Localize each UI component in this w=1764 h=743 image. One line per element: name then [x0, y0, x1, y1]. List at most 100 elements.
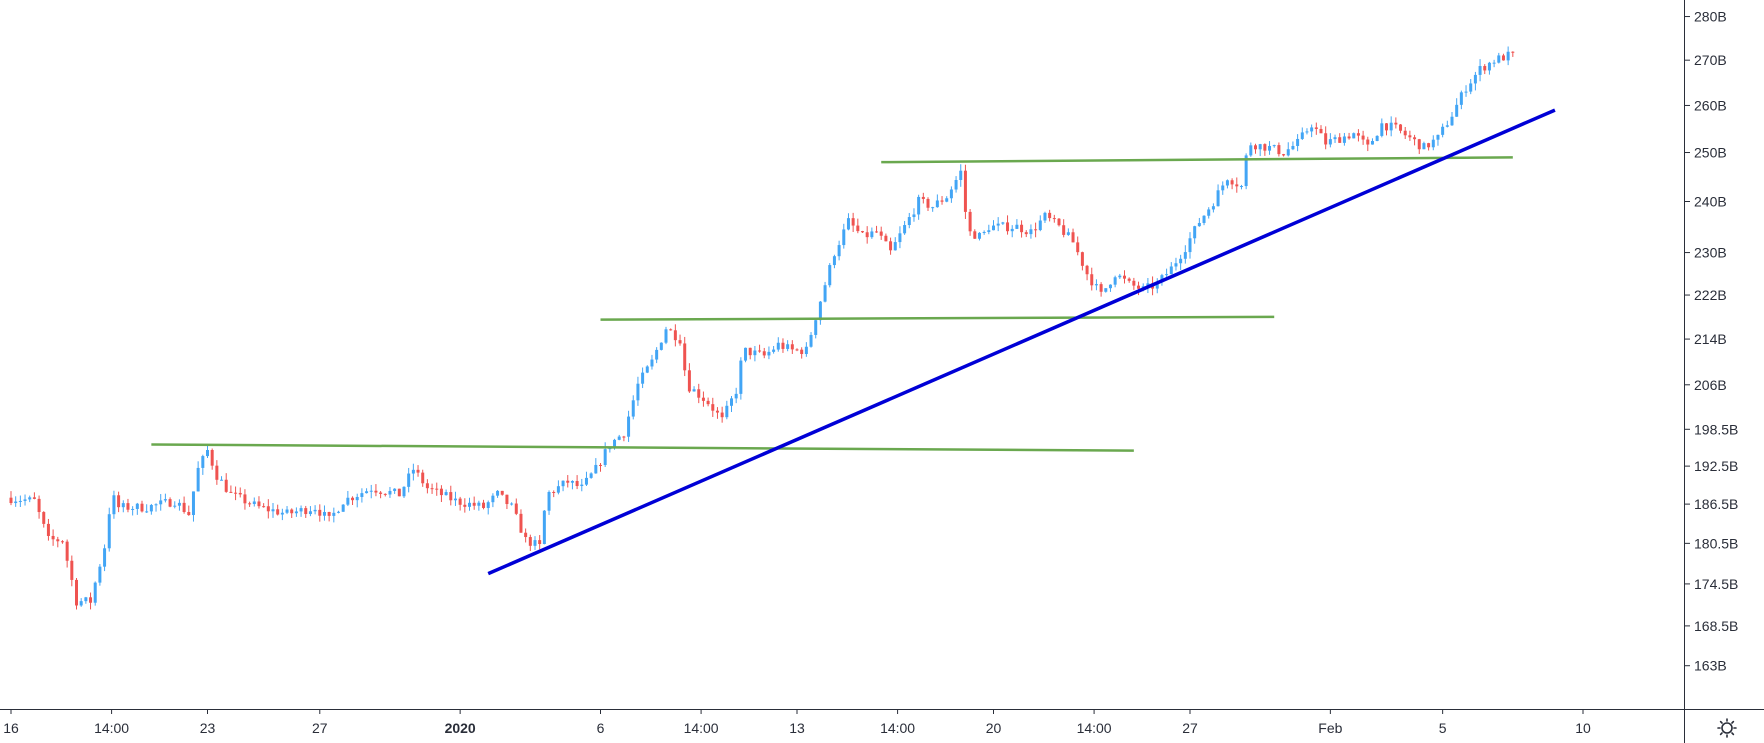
candle-body [168, 499, 172, 507]
candle-body [533, 540, 537, 546]
x-tick-label: 14:00 [880, 720, 915, 736]
candle-body [842, 229, 846, 246]
candle-body [599, 464, 602, 466]
candle-body [1380, 123, 1384, 136]
candle-body [1455, 104, 1459, 117]
y-tick-label: 168.5B [1694, 618, 1738, 634]
candle-body [201, 456, 205, 468]
candle-body [627, 416, 631, 437]
candle-body [767, 351, 771, 356]
x-tick-label: 16 [3, 720, 19, 736]
candle-body [56, 539, 60, 542]
candle-body [1048, 212, 1052, 219]
x-tick-label: 27 [1182, 720, 1198, 736]
candle-body [117, 495, 121, 508]
candle-body [1282, 154, 1286, 156]
candle-body [1207, 209, 1211, 216]
candle-body [271, 509, 275, 512]
candle-body [1436, 134, 1440, 140]
candle-body [701, 397, 705, 401]
candle-body [786, 344, 790, 349]
candle-body [963, 170, 967, 212]
candle-body [425, 483, 429, 489]
x-tick-label: 20 [986, 720, 1002, 736]
candle-body [131, 508, 135, 510]
candle-body [1235, 184, 1239, 187]
y-tick-label: 230B [1694, 245, 1727, 261]
candle-body [191, 491, 195, 516]
candle-body [1155, 282, 1159, 289]
candle-body [276, 509, 280, 515]
candle-body [1310, 127, 1314, 132]
x-tick-label: 2020 [445, 720, 476, 736]
candle-body [1225, 180, 1229, 186]
candle-body [921, 196, 925, 199]
candle-body [1066, 232, 1070, 235]
candle-body [1193, 226, 1197, 239]
candle-body [234, 492, 238, 494]
candle-body [224, 479, 228, 492]
candle-body [589, 473, 593, 478]
y-tick-label: 250B [1694, 145, 1727, 161]
candle-body [879, 231, 883, 236]
candle-body [1146, 283, 1150, 287]
horizontal-level-line[interactable] [151, 443, 1134, 452]
candle-body [959, 170, 963, 180]
candle-body [252, 501, 256, 505]
y-axis[interactable]: 280B 270B 260B 250B 240B 230B 222B 214B 206B 198.… [1684, 9, 1738, 674]
candle-body [46, 523, 50, 536]
candle-body [655, 349, 659, 360]
candle-body [1006, 222, 1010, 232]
candle-body [987, 230, 991, 232]
drawings-layer [151, 108, 1556, 576]
candle-body [449, 492, 453, 501]
candle-body [973, 231, 977, 239]
candle-body [411, 469, 415, 474]
candle-body [1080, 252, 1084, 266]
candle-body [1071, 232, 1075, 243]
candle-body [1501, 55, 1505, 61]
candle-body [1137, 285, 1141, 289]
candle-body [903, 225, 907, 234]
candle-body [360, 493, 364, 497]
candle-body [669, 329, 673, 331]
candle-body [1010, 228, 1014, 232]
candle-body [149, 504, 153, 512]
candle-body [486, 502, 490, 508]
candle-body [1239, 186, 1243, 188]
candle-body [1272, 145, 1276, 147]
candle-body [926, 198, 930, 208]
candle-body [982, 231, 986, 233]
candle-body [1300, 132, 1304, 139]
horizontal-level-line[interactable] [600, 315, 1275, 321]
candle-body [1413, 137, 1417, 140]
candle-body [159, 500, 163, 505]
x-axis[interactable]: 16 14:00 23 27 2020 6 14:00 13 14:00 20 14:00 27 Feb… [3, 709, 1591, 736]
candle-body [1427, 143, 1431, 148]
candle-body [804, 346, 808, 355]
candle-body [60, 541, 64, 543]
candle-body [697, 389, 701, 398]
y-tick-label: 280B [1694, 9, 1727, 25]
candle-body [266, 506, 270, 512]
horizontal-level-line[interactable] [881, 156, 1513, 164]
candle-body [748, 347, 752, 356]
y-tick-label: 180.5B [1694, 535, 1738, 551]
candle-body [1197, 222, 1201, 227]
candle-body [865, 232, 869, 238]
candle-body [313, 509, 317, 512]
candle-body [308, 511, 312, 515]
candle-body [1123, 275, 1126, 279]
candle-body [93, 582, 97, 603]
candle-body [552, 491, 556, 493]
candle-body [641, 372, 645, 384]
trendline[interactable] [487, 108, 1556, 576]
candle-body [458, 498, 462, 505]
candle-body [210, 450, 214, 466]
candle-body [875, 231, 879, 233]
y-tick-label: 192.5B [1694, 458, 1738, 474]
settings-gear-icon[interactable] [1717, 718, 1737, 738]
candle-body [678, 340, 682, 344]
candle-body [322, 511, 326, 516]
